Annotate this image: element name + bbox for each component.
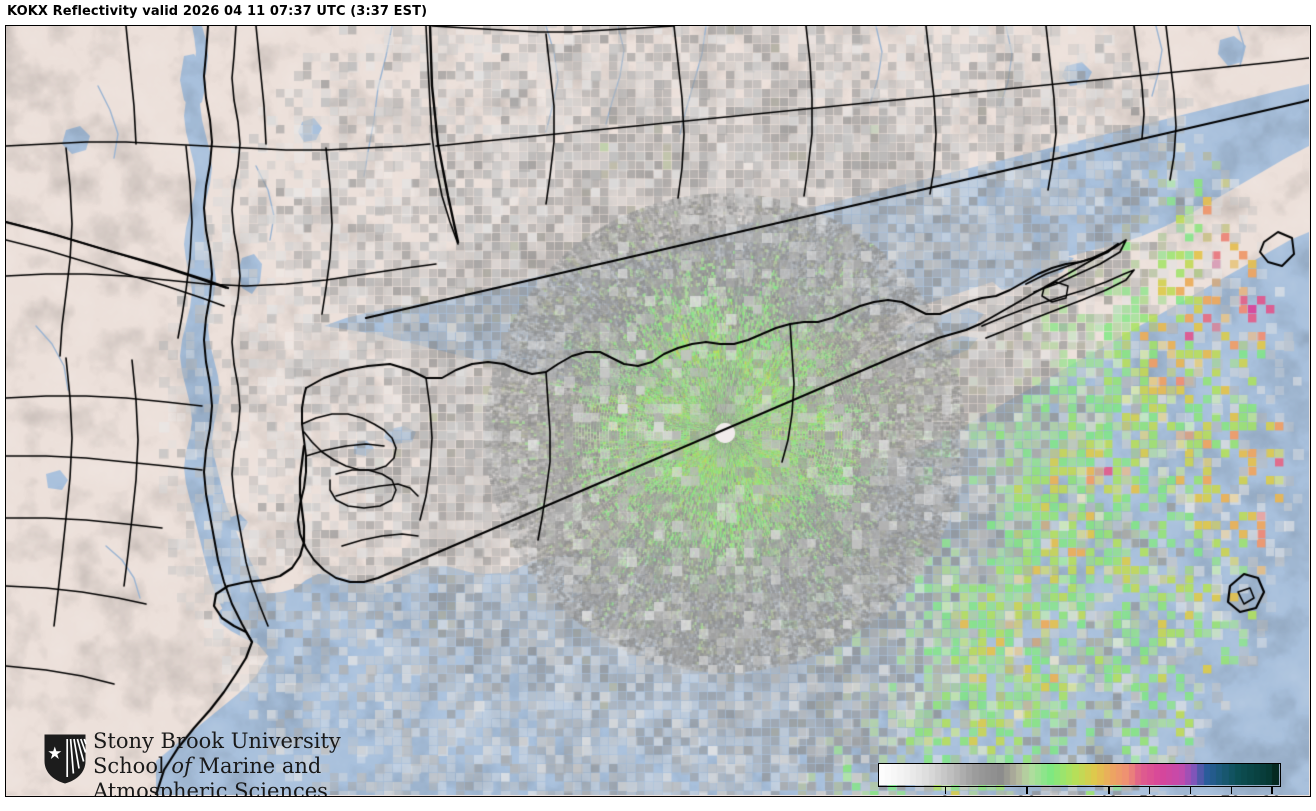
colorbar-canvas	[879, 764, 1279, 785]
colorbar-tick	[1230, 787, 1233, 794]
colorbar-gradient	[878, 763, 1281, 787]
colorbar-tick-label: 60	[1180, 792, 1200, 796]
colorbar-tick-label: 20	[1016, 792, 1036, 796]
colorbar-tick-label: 50	[1139, 792, 1159, 796]
colorbar-tick-label: 40	[1098, 792, 1118, 796]
page-title: KOKX Reflectivity valid 2026 04 11 07:37…	[7, 4, 428, 19]
colorbar-tick-label: 0	[940, 792, 950, 796]
colorbar-tick	[1271, 787, 1273, 794]
colorbar-tick-label: 70	[1220, 792, 1240, 796]
colorbar-tick-label: 80	[1261, 792, 1281, 796]
reflectivity-colorbar: 0 20 40 50 60 70 80	[878, 763, 1282, 796]
colorbar-tick	[1189, 787, 1192, 794]
colorbar-tick	[944, 787, 947, 794]
radar-map-panel: Stony Brook University School of Marine …	[5, 25, 1311, 797]
radar-map-canvas	[6, 26, 1309, 795]
colorbar-ticks	[878, 787, 1281, 795]
colorbar-tick	[1108, 787, 1110, 794]
colorbar-tick	[1148, 787, 1151, 794]
colorbar-tick	[1026, 787, 1028, 794]
colorbar-tick-labels: 0 20 40 50 60 70 80	[878, 792, 1282, 796]
header-bar: KOKX Reflectivity valid 2026 04 11 07:37…	[0, 0, 1316, 25]
